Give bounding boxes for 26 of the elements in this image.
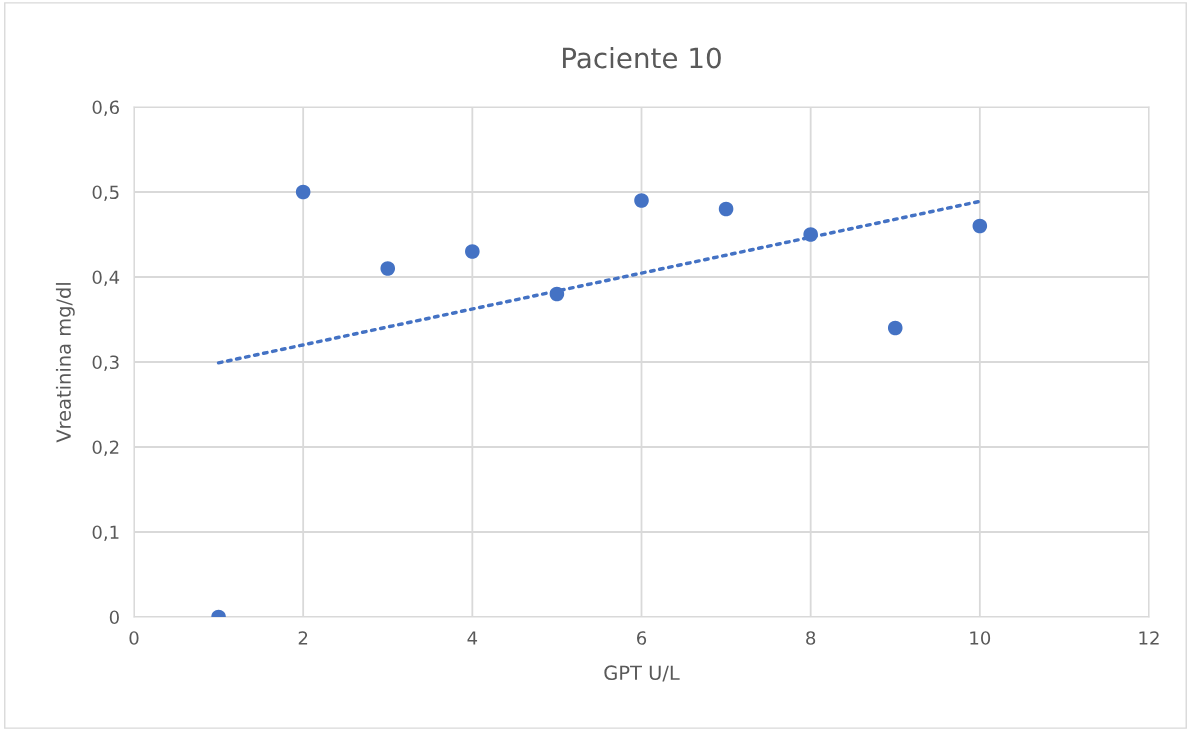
x-tick-label: 4 — [467, 631, 478, 645]
x-tick-label: 2 — [298, 631, 308, 645]
x-tick-label: 6 — [637, 631, 647, 645]
y-tick-label: 0 — [109, 610, 119, 625]
point — [887, 320, 903, 336]
point — [634, 193, 649, 208]
x-tick-label: 8 — [806, 631, 816, 645]
point — [465, 244, 480, 259]
point — [718, 201, 734, 217]
y-tick-label: 0,6 — [92, 100, 119, 116]
y-tick-label: 0,1 — [92, 525, 119, 541]
point — [549, 286, 565, 302]
chart-title: Paciente 10 — [563, 47, 721, 69]
y-tick-label: 0,4 — [92, 270, 120, 286]
y-axis-title: Vreatinina mg/dl — [55, 283, 75, 443]
x-tick-label: 0 — [129, 631, 139, 645]
x-tick-label: 10 — [970, 631, 991, 645]
point — [972, 218, 988, 234]
y-tick-label: 0,2 — [92, 440, 119, 456]
x-tick-label: 12 — [1139, 631, 1159, 645]
y-tick-label: 0,5 — [92, 185, 119, 201]
point — [803, 227, 818, 242]
y-tick-label: 0,3 — [92, 355, 119, 371]
point — [380, 261, 396, 276]
x-axis-title: GPT U/L — [604, 665, 680, 682]
point — [295, 184, 311, 200]
